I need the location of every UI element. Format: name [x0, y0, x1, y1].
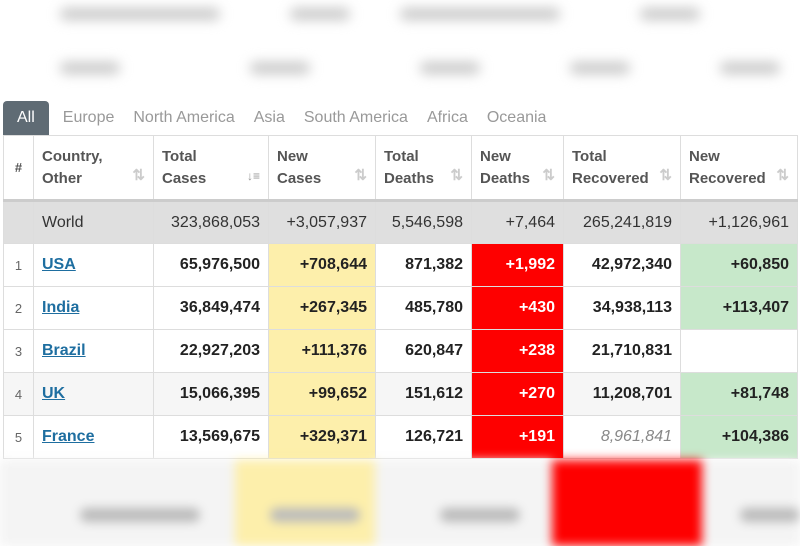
column-header[interactable]: Total Cases ↓≡ — [153, 135, 269, 202]
row-index: 4 — [3, 372, 34, 416]
new-deaths: +191 — [471, 415, 564, 459]
row-index: 5 — [3, 415, 34, 459]
sort-icon[interactable]: ⇅ — [659, 167, 672, 184]
tab-north-america[interactable]: North America — [133, 109, 235, 126]
column-header[interactable]: New Deaths ⇅ — [471, 135, 564, 202]
country-name: France — [33, 415, 154, 459]
sort-icon[interactable]: ⇅ — [354, 167, 367, 184]
header-label: Cases — [162, 169, 207, 187]
header-label: Total — [162, 147, 197, 165]
total-recovered: 8,961,841 — [563, 415, 681, 459]
header-label: Country, — [42, 147, 103, 165]
table-row: 2 India 36,849,474 +267,345 485,780 +430… — [3, 286, 798, 330]
new-cases: +329,371 — [268, 415, 376, 459]
total-deaths: 485,780 — [375, 286, 472, 330]
table-row: 4 UK 15,066,395 +99,652 151,612 +270 11,… — [3, 372, 798, 416]
sort-icon[interactable]: ⇅ — [776, 167, 789, 184]
column-header[interactable]: New Cases ⇅ — [268, 135, 376, 202]
country-name: World — [33, 200, 154, 244]
column-header[interactable]: # — [3, 135, 34, 202]
total-cases: 15,066,395 — [153, 372, 269, 416]
new-deaths: +1,992 — [471, 243, 564, 287]
new-recovered: +81,748 — [680, 372, 798, 416]
total-recovered: 11,208,701 — [563, 372, 681, 416]
total-cases: 65,976,500 — [153, 243, 269, 287]
total-cases: 36,849,474 — [153, 286, 269, 330]
continent-tabs: All Europe North America Asia South Amer… — [3, 101, 556, 135]
country-link[interactable]: UK — [42, 385, 66, 402]
total-cases: 13,569,675 — [153, 415, 269, 459]
new-deaths: +238 — [471, 329, 564, 373]
new-cases: +111,376 — [268, 329, 376, 373]
new-cases: +708,644 — [268, 243, 376, 287]
new-cases: +3,057,937 — [268, 200, 376, 244]
total-recovered: 265,241,819 — [563, 200, 681, 244]
country-link[interactable]: Brazil — [42, 342, 86, 359]
column-header[interactable]: Country, Other ⇅ — [33, 135, 154, 202]
tab-south-america[interactable]: South America — [303, 109, 408, 126]
tab-africa[interactable]: Africa — [426, 109, 468, 126]
total-deaths: 871,382 — [375, 243, 472, 287]
total-deaths: 151,612 — [375, 372, 472, 416]
total-cases: 22,927,203 — [153, 329, 269, 373]
new-cases: +99,652 — [268, 372, 376, 416]
sort-desc-icon[interactable]: ↓≡ — [246, 169, 260, 183]
tab-europe[interactable]: Europe — [62, 109, 115, 126]
new-recovered: +113,407 — [680, 286, 798, 330]
tab-oceania[interactable]: Oceania — [486, 109, 547, 126]
column-header[interactable]: New Recovered ⇅ — [680, 135, 798, 202]
total-deaths: 620,847 — [375, 329, 472, 373]
header-label: Deaths — [384, 169, 435, 187]
country-link[interactable]: USA — [42, 256, 76, 273]
country-link[interactable]: France — [42, 428, 95, 445]
column-header[interactable]: Total Deaths ⇅ — [375, 135, 472, 202]
country-link[interactable]: India — [42, 299, 80, 316]
tab-asia[interactable]: Asia — [253, 109, 285, 126]
header-label: Recovered — [689, 169, 766, 187]
new-recovered: +60,850 — [680, 243, 798, 287]
header-label: New — [689, 147, 720, 165]
new-deaths: +270 — [471, 372, 564, 416]
table-row: 1 USA 65,976,500 +708,644 871,382 +1,992… — [3, 243, 798, 287]
header-label: # — [14, 159, 23, 175]
sort-icon[interactable]: ⇅ — [542, 167, 555, 184]
blurred-header — [0, 0, 800, 90]
world-row: World 323,868,053 +3,057,937 5,546,598 +… — [3, 200, 798, 244]
country-name: UK — [33, 372, 154, 416]
table-row: 5 France 13,569,675 +329,371 126,721 +19… — [3, 415, 798, 459]
covid-table: # Country, Other ⇅ Total Cases ↓≡ New Cases ⇅ Tota… — [3, 135, 798, 459]
row-index: 3 — [3, 329, 34, 373]
blurred-rows — [0, 460, 800, 546]
header-label: New — [480, 147, 511, 165]
column-header[interactable]: Total Recovered ⇅ — [563, 135, 681, 202]
header-label: Other — [42, 169, 83, 187]
row-index: 1 — [3, 243, 34, 287]
header-label: New — [277, 147, 308, 165]
row-index: 2 — [3, 286, 34, 330]
country-name: India — [33, 286, 154, 330]
header-label: Cases — [277, 169, 322, 187]
sort-icon[interactable]: ⇅ — [132, 167, 145, 184]
new-cases: +267,345 — [268, 286, 376, 330]
total-recovered: 34,938,113 — [563, 286, 681, 330]
header-label: Deaths — [480, 169, 531, 187]
header-label: Recovered — [572, 169, 649, 187]
tab-all[interactable]: All — [3, 101, 49, 135]
header-label: Total — [572, 147, 607, 165]
total-recovered: 42,972,340 — [563, 243, 681, 287]
new-recovered: +104,386 — [680, 415, 798, 459]
total-deaths: 5,546,598 — [375, 200, 472, 244]
header-label: Total — [384, 147, 419, 165]
total-deaths: 126,721 — [375, 415, 472, 459]
new-recovered — [680, 329, 798, 373]
country-name: Brazil — [33, 329, 154, 373]
total-cases: 323,868,053 — [153, 200, 269, 244]
new-recovered: +1,126,961 — [680, 200, 798, 244]
table-row: 3 Brazil 22,927,203 +111,376 620,847 +23… — [3, 329, 798, 373]
new-deaths: +430 — [471, 286, 564, 330]
sort-icon[interactable]: ⇅ — [450, 167, 463, 184]
new-deaths: +7,464 — [471, 200, 564, 244]
country-name: USA — [33, 243, 154, 287]
total-recovered: 21,710,831 — [563, 329, 681, 373]
